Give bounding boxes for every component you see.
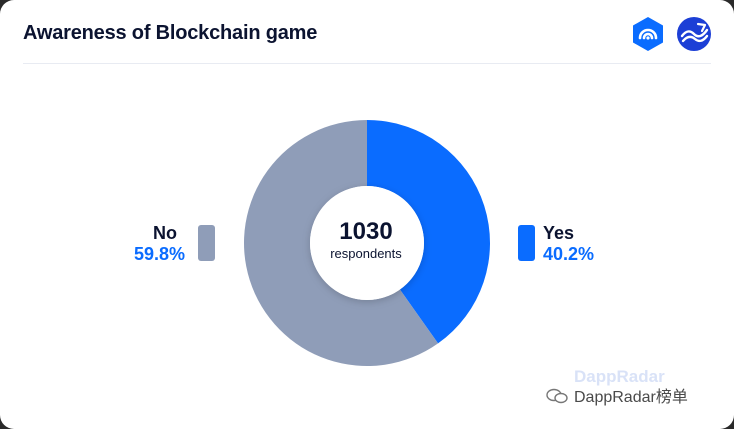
- total-respondents-label: respondents: [330, 246, 402, 261]
- legend-yes-percent: 40.2%: [543, 244, 595, 264]
- wechat-icon: [546, 388, 568, 404]
- donut-slice-yes: [367, 120, 490, 344]
- legend-yes-swatch: [518, 225, 535, 261]
- legend-no-percent: 59.8%: [134, 244, 186, 264]
- total-respondents-value: 1030: [339, 218, 393, 245]
- chart-title: Awareness of Blockchain game: [23, 22, 318, 44]
- dappradar-logo-icon: [633, 17, 663, 51]
- watermark-label: DappRadar榜单: [574, 389, 688, 406]
- donut-slice-no: [243, 120, 439, 366]
- header-divider: [23, 63, 711, 64]
- legend-no-swatch: [198, 225, 215, 261]
- wave-logo-icon: [677, 17, 711, 51]
- watermark-text: DappRadar榜单: [546, 383, 688, 407]
- legend-yes-label: Yes: [543, 223, 575, 243]
- watermark-ghost-text: DappRadar: [574, 367, 665, 386]
- legend-no-label: No: [153, 223, 177, 243]
- donut-center-hole: [310, 186, 424, 300]
